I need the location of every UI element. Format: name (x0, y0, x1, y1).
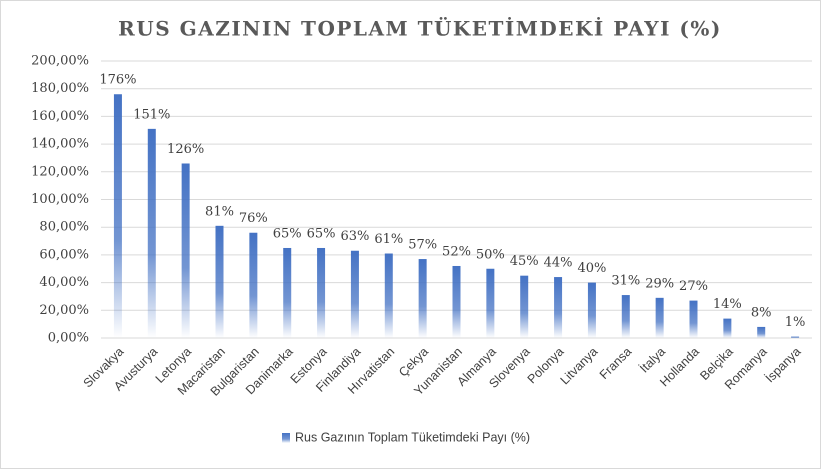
y-tick-label: 100,00% (31, 192, 89, 207)
data-label: 176% (99, 73, 136, 88)
y-tick-label: 60,00% (39, 247, 89, 262)
legend-swatch (282, 433, 290, 443)
bar (587, 282, 596, 338)
data-label: 40% (577, 261, 606, 276)
data-label: 45% (510, 254, 539, 269)
data-label: 81% (205, 204, 234, 219)
legend-label: Rus Gazının Toplam Tüketimdeki Payı (%) (295, 430, 530, 444)
data-label: 14% (713, 297, 742, 312)
y-tick-label: 200,00% (31, 54, 89, 69)
data-label: 31% (611, 274, 640, 289)
data-label: 63% (340, 229, 369, 244)
bar (283, 247, 292, 338)
bar (350, 250, 359, 338)
bar (757, 326, 766, 338)
data-label: 76% (239, 211, 268, 226)
bar (418, 259, 427, 338)
y-tick-label: 160,00% (31, 109, 89, 124)
bar (452, 265, 461, 338)
data-label: 27% (679, 279, 708, 294)
data-label: 57% (408, 238, 437, 253)
bar (317, 247, 326, 338)
data-label: 61% (374, 232, 403, 247)
data-label: 8% (751, 305, 772, 320)
bar (113, 94, 122, 339)
y-tick-label: 120,00% (31, 164, 89, 179)
y-tick-label: 180,00% (31, 81, 89, 96)
data-label: 50% (476, 247, 505, 262)
data-label: 65% (273, 226, 302, 241)
bar (554, 277, 563, 338)
data-label: 65% (307, 226, 336, 241)
data-label: 52% (442, 244, 471, 259)
y-tick-label: 80,00% (39, 220, 89, 235)
y-tick-label: 140,00% (31, 137, 89, 152)
y-tick-label: 0,00% (48, 331, 89, 346)
bar (215, 225, 224, 338)
bar (689, 300, 698, 338)
bar (249, 232, 258, 338)
bar (147, 128, 156, 338)
bar (723, 318, 732, 338)
bar (520, 275, 529, 338)
data-label: 151% (133, 107, 170, 122)
bar (384, 253, 393, 338)
bar (621, 295, 630, 338)
bar (655, 297, 664, 338)
data-label: 1% (785, 315, 806, 330)
bar (181, 163, 190, 338)
data-label: 126% (167, 142, 204, 157)
bar (486, 268, 495, 338)
data-label: 44% (544, 256, 573, 271)
data-label: 29% (645, 276, 674, 291)
y-tick-label: 40,00% (39, 275, 89, 290)
chart-title: RUS GAZININ TOPLAM TÜKETİMDEKİ PAYI (%) (118, 16, 722, 41)
y-tick-label: 20,00% (39, 303, 89, 318)
bar (791, 336, 800, 338)
